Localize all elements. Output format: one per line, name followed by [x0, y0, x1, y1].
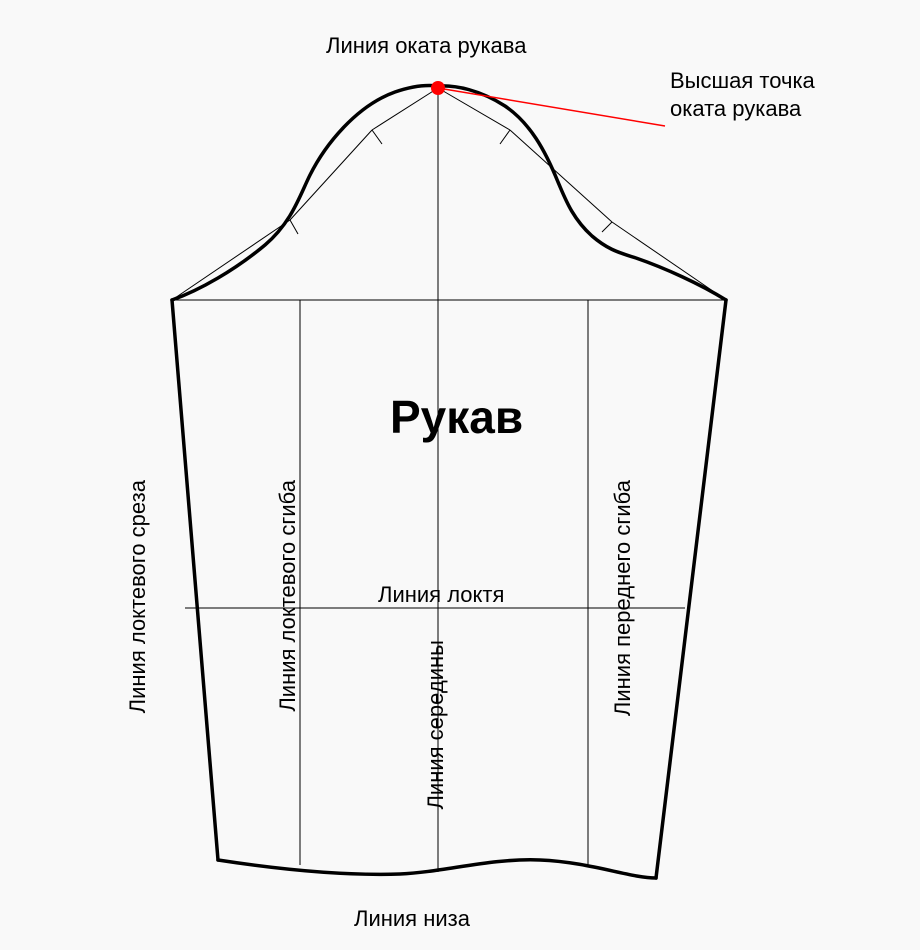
annotation-leader	[438, 88, 665, 126]
label-elbow-cut: Линия локтевого среза	[125, 480, 151, 713]
grid-lines	[172, 86, 726, 872]
sleeve-diagram: Рукав Линия оката рукава Высшая точка ок…	[0, 0, 920, 950]
label-annotation-1: Высшая точка	[670, 68, 815, 94]
label-annotation-2: оката рукава	[670, 96, 801, 122]
label-hem-line: Линия низа	[354, 906, 470, 932]
label-front-fold: Линия переднего сгиба	[610, 480, 636, 716]
label-center-line: Линия середины	[423, 640, 449, 810]
label-elbow-fold: Линия локтевого сгиба	[275, 480, 301, 712]
label-cap-line: Линия оката рукава	[326, 33, 526, 59]
diagram-title: Рукав	[390, 390, 523, 444]
apex-point	[431, 81, 445, 95]
diagram-svg	[0, 0, 920, 950]
cap-guide-lines	[172, 88, 726, 300]
label-elbow-line: Линия локтя	[378, 582, 504, 608]
outline	[172, 86, 726, 878]
